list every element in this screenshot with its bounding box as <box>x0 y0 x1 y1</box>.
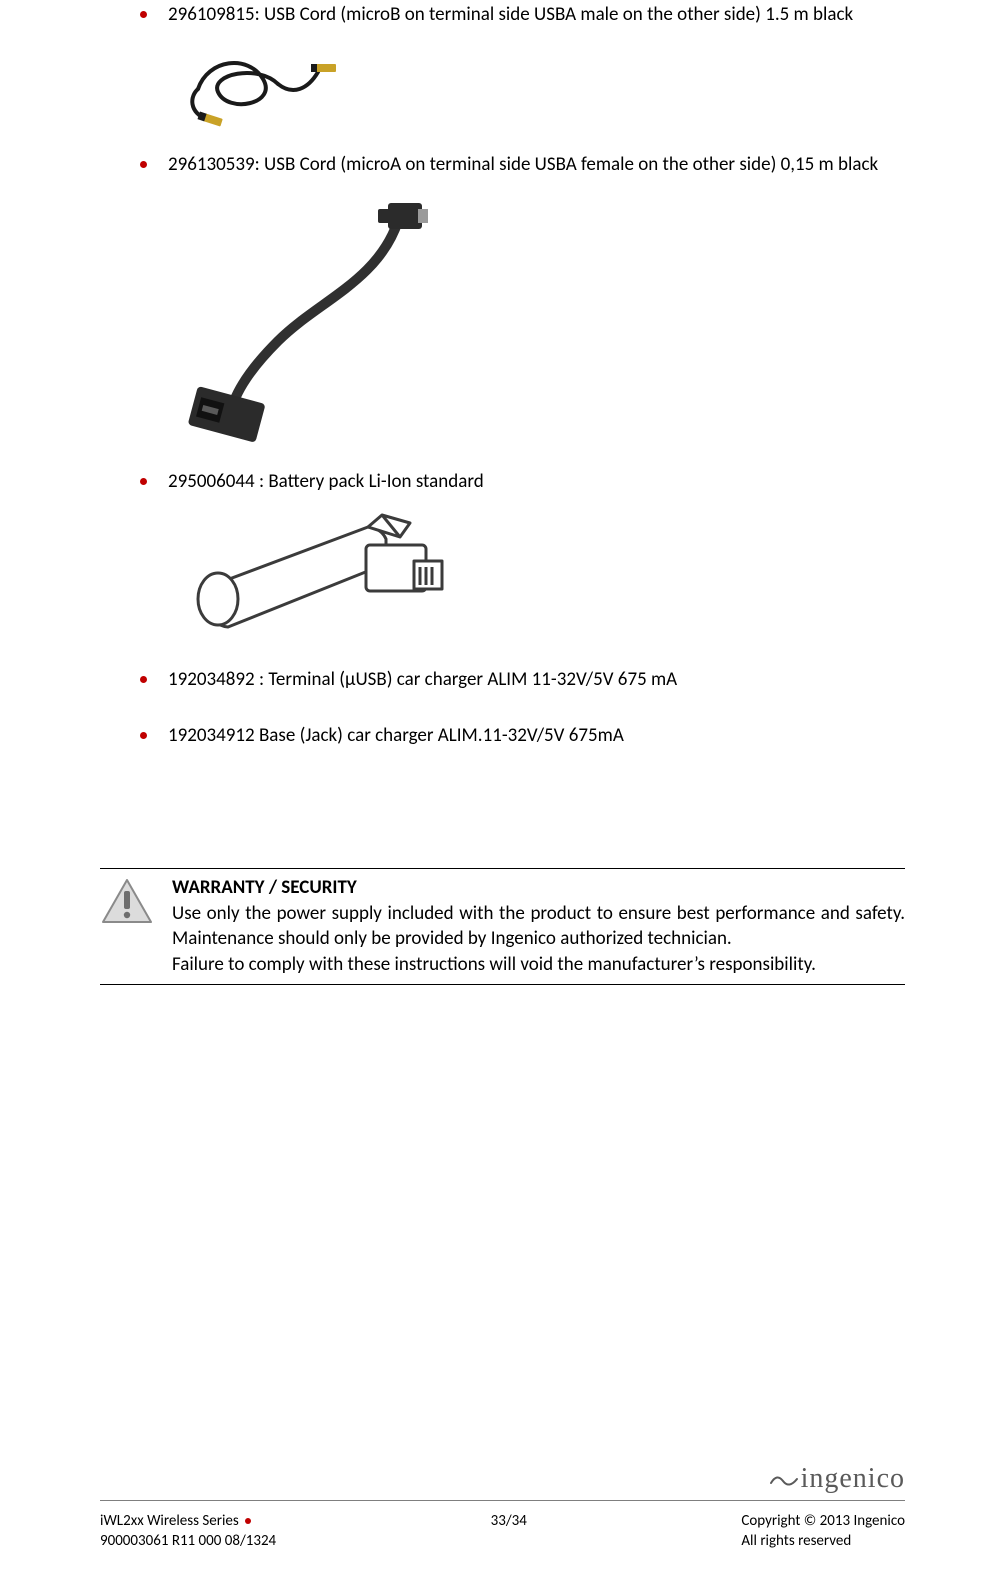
item-text: 295006044 : Battery pack Li-Ion standard <box>168 470 484 493</box>
page: 296109815: USB Cord (microB on terminal … <box>0 0 1005 1575</box>
list-item: 192034912 Base (Jack) car charger ALIM.1… <box>140 723 905 749</box>
list-item: 192034892 : Terminal (µUSB) car charger … <box>140 667 905 693</box>
footer-divider <box>100 1500 905 1501</box>
parts-list: 296109815: USB Cord (microB on terminal … <box>100 2 905 748</box>
footer-docref: 900003061 R11 000 08/1324 <box>100 1531 276 1551</box>
footer-copyright: Copyright © 2013 Ingenico <box>741 1511 905 1531</box>
item-text: 192034892 : Terminal (µUSB) car charger … <box>168 668 677 691</box>
footer-rights: All rights reserved <box>741 1531 905 1551</box>
divider <box>100 868 905 869</box>
warranty-title: WARRANTY / SECURITY <box>172 875 905 901</box>
usb-cord-microa-image <box>168 191 895 451</box>
warning-icon <box>100 877 154 927</box>
list-item: 296130539: USB Cord (microA on terminal … <box>140 152 905 452</box>
warranty-line2: Failure to comply with these instruction… <box>172 952 905 978</box>
footer-series: iWL2xx Wireless Series <box>100 1512 239 1530</box>
divider <box>100 984 905 985</box>
bullet-icon <box>245 1518 251 1524</box>
warranty-text: WARRANTY / SECURITY Use only the power s… <box>172 875 905 978</box>
list-item: 296109815: USB Cord (microB on terminal … <box>140 2 905 134</box>
item-text: 296109815: USB Cord (microB on terminal … <box>168 3 853 26</box>
footer-right: Copyright © 2013 Ingenico All rights res… <box>741 1511 905 1552</box>
brand-name: ingenico <box>801 1463 905 1494</box>
item-text: 296130539: USB Cord (microA on terminal … <box>168 153 878 176</box>
content-area: 296109815: USB Cord (microB on terminal … <box>100 0 905 985</box>
footer-page-number: 33/34 <box>491 1511 527 1552</box>
brand-logo: ingenico <box>100 1460 905 1498</box>
page-footer: ingenico iWL2xx Wireless Series 90000306… <box>100 1460 905 1551</box>
item-text: 192034912 Base (Jack) car charger ALIM.1… <box>168 724 624 747</box>
warranty-section: WARRANTY / SECURITY Use only the power s… <box>100 868 905 985</box>
list-item: 295006044 : Battery pack Li-Ion standard <box>140 469 905 637</box>
usb-cord-microb-image <box>168 34 895 134</box>
warranty-line1: Use only the power supply included with … <box>172 901 905 952</box>
footer-left: iWL2xx Wireless Series 900003061 R11 000… <box>100 1511 276 1552</box>
